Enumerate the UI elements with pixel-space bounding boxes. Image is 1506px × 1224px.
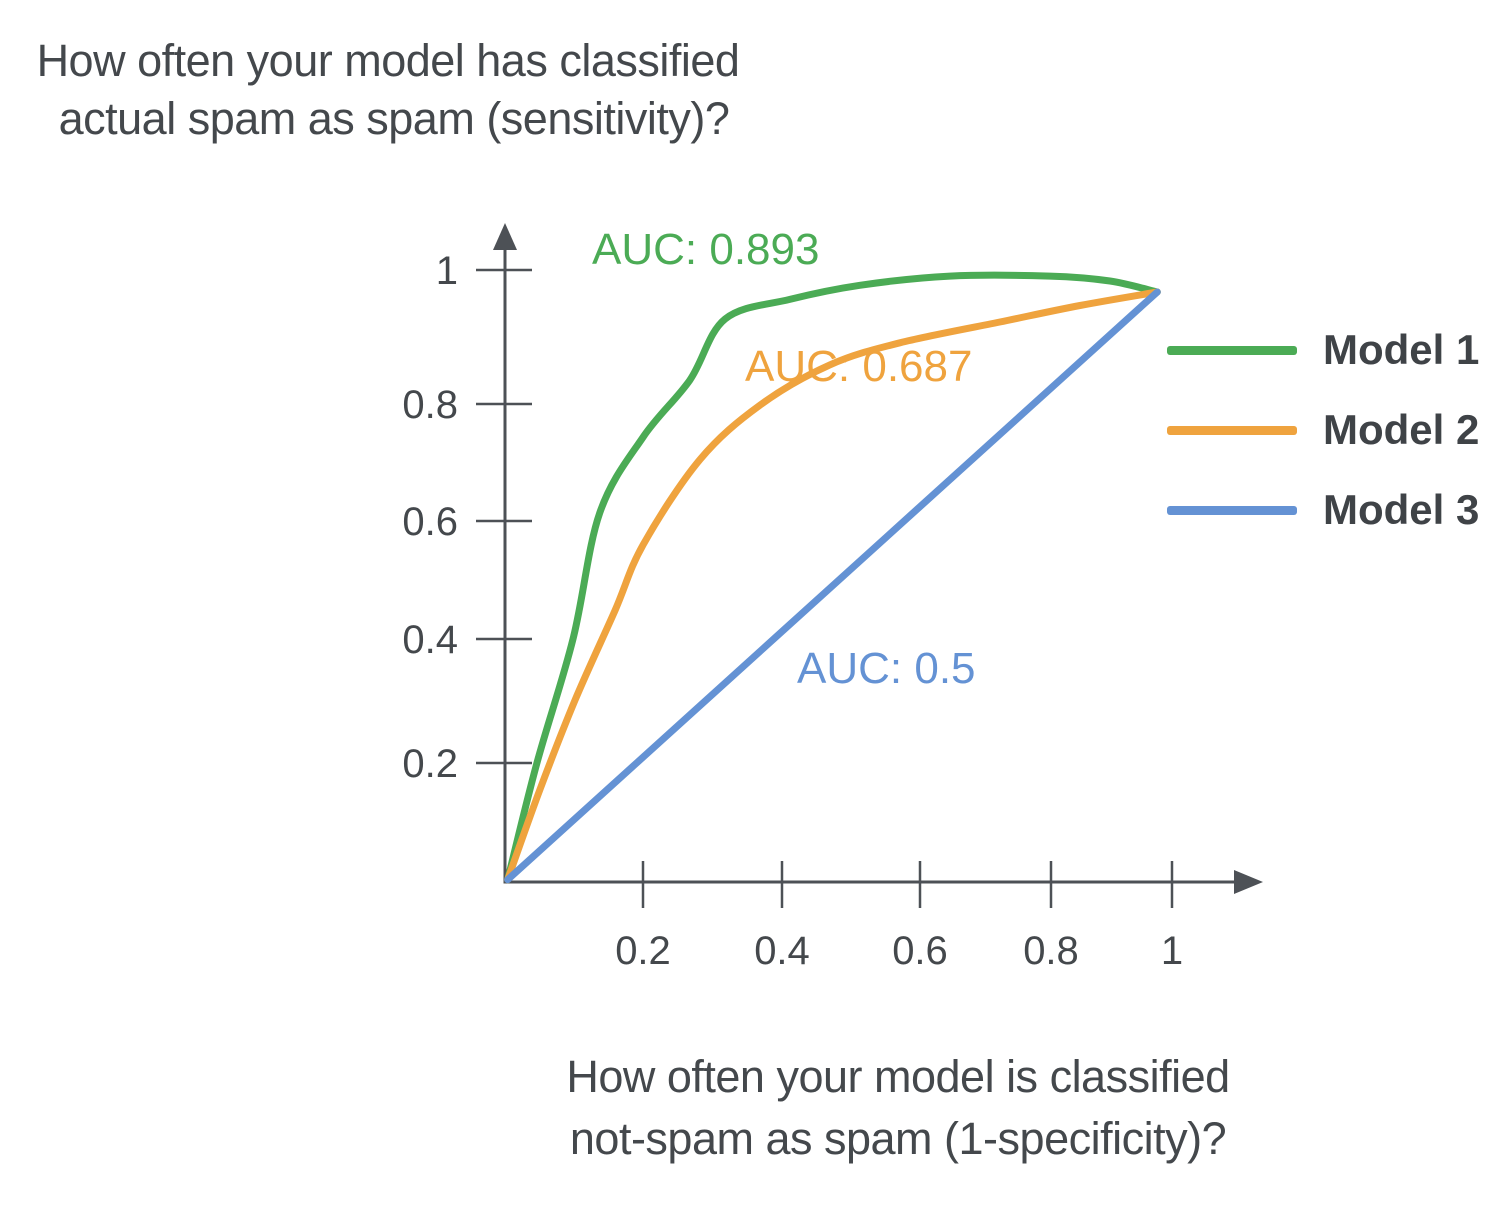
y-tick-label: 0.2 <box>402 742 458 786</box>
y-tick-label: 1 <box>436 249 458 293</box>
legend-swatch-model-1 <box>1167 345 1297 355</box>
y-axis-arrow-icon <box>493 223 517 250</box>
legend-item-model-2: Model 2 <box>1167 390 1479 470</box>
x-tick-label: 1 <box>1161 929 1183 973</box>
legend-item-model-1: Model 1 <box>1167 310 1479 390</box>
x-tick-label: 0.4 <box>754 929 810 973</box>
legend-label-model-1: Model 1 <box>1323 326 1480 373</box>
x-tick-label: 0.8 <box>1023 929 1079 973</box>
legend-label-model-2: Model 2 <box>1323 406 1480 453</box>
axis-ticks: 0.2 0.4 0.6 0.8 1 1 0.8 0.6 0.4 0.2 <box>402 249 1183 973</box>
series-curves <box>504 271 1161 884</box>
y-tick-label: 0.6 <box>402 500 458 544</box>
x-axis-question: How often your model is classified not-s… <box>566 1051 1230 1164</box>
legend-item-model-3: Model 3 <box>1167 470 1479 550</box>
x-tick-label: 0.6 <box>892 929 948 973</box>
y-tick-label: 0.4 <box>402 618 458 662</box>
y-tick-label: 0.8 <box>402 383 458 427</box>
legend-swatch-model-3 <box>1167 505 1297 515</box>
legend-swatch-model-2 <box>1167 425 1297 435</box>
legend-label-model-3: Model 3 <box>1323 486 1480 533</box>
x-axis-arrow-icon <box>1234 870 1263 894</box>
series-path-model-1 <box>504 271 1161 884</box>
auc-annotation-model-3: AUC: 0.5 <box>797 644 976 693</box>
series-path-model-3 <box>504 288 1161 884</box>
series-path-model-2 <box>504 288 1161 884</box>
auc-annotation-model-1: AUC: 0.893 <box>592 225 820 274</box>
x-tick-label: 0.2 <box>615 929 671 973</box>
y-axis-question: How often your model has classified actu… <box>36 35 740 144</box>
legend: Model 1 Model 2 Model 3 <box>1167 310 1479 550</box>
